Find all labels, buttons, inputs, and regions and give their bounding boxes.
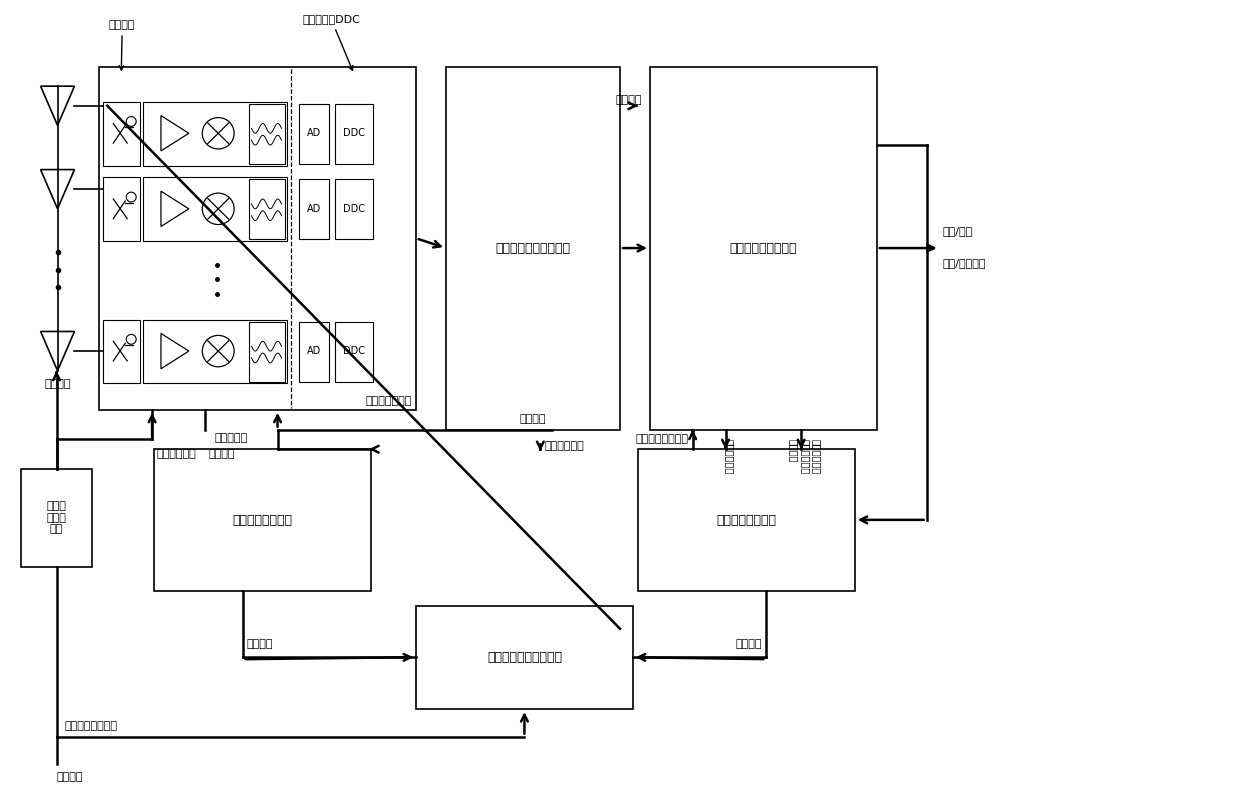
Text: AD: AD (308, 204, 321, 214)
Text: 阵列天线: 阵列天线 (45, 379, 71, 389)
Text: 星历/历书: 星历/历书 (942, 226, 973, 236)
Text: 信号预处理模块: 信号预处理模块 (366, 396, 412, 406)
Bar (103, 177, 140, 241)
Bar (248, 104, 284, 164)
Bar (248, 180, 284, 239)
Text: 伪距/载波相位: 伪距/载波相位 (942, 258, 986, 268)
Bar (335, 180, 373, 239)
Text: 控制命令: 控制命令 (208, 449, 236, 459)
Text: 中频环路输出
伪距相关度和
载波相位: 中频环路输出 伪距相关度和 载波相位 (789, 440, 822, 475)
Bar (299, 104, 330, 164)
Text: 通道校准信号: 通道校准信号 (156, 449, 196, 459)
Text: 阵列信号处理算法模块: 阵列信号处理算法模块 (487, 652, 562, 664)
Bar (415, 606, 632, 709)
Text: 阵列信号加权处理模块: 阵列信号加权处理模块 (496, 242, 570, 254)
Bar (335, 322, 373, 382)
Text: DDC: DDC (343, 204, 366, 214)
Text: AD: AD (308, 346, 321, 356)
Text: 射频开关: 射频开关 (109, 20, 135, 70)
Bar (154, 449, 371, 591)
Text: AD: AD (308, 128, 321, 138)
Bar (446, 67, 620, 429)
Bar (248, 322, 284, 382)
Bar (637, 449, 854, 591)
Text: 卡星波束权値: 卡星波束权値 (544, 441, 584, 451)
Bar (99, 67, 415, 410)
Bar (103, 319, 140, 383)
Text: 天线姿态: 天线姿态 (57, 772, 83, 782)
Text: 天线暗室校准响应: 天线暗室校准响应 (64, 721, 118, 731)
Bar (21, 469, 92, 567)
Text: 数字下变频DDC: 数字下变频DDC (303, 14, 361, 71)
Text: 通道响应: 通道响应 (247, 639, 273, 649)
Text: 天线校准波束权値: 天线校准波束权値 (636, 434, 688, 444)
Text: 控制命令: 控制命令 (616, 95, 642, 105)
Bar (335, 104, 373, 164)
Text: DDC: DDC (343, 128, 366, 138)
Bar (143, 319, 288, 383)
Text: 天线校准处理模块: 天线校准处理模块 (717, 514, 776, 527)
Text: 导航卫星数字接收机: 导航卫星数字接收机 (729, 242, 797, 254)
Text: 多通道数据: 多通道数据 (215, 433, 248, 444)
Bar (299, 180, 330, 239)
Text: 控制命令: 控制命令 (520, 414, 546, 424)
Bar (143, 102, 288, 166)
Text: 导航卫星提示: 导航卫星提示 (724, 440, 734, 475)
Bar (143, 177, 288, 241)
Bar (299, 322, 330, 382)
Text: 天线响应: 天线响应 (735, 639, 763, 649)
Bar (103, 102, 140, 166)
Text: DDC: DDC (343, 346, 366, 356)
Text: 通道校准处理模块: 通道校准处理模块 (233, 514, 293, 527)
Bar (650, 67, 877, 429)
Text: 阵列天
线暗室
校准: 阵列天 线暗室 校准 (47, 502, 67, 535)
